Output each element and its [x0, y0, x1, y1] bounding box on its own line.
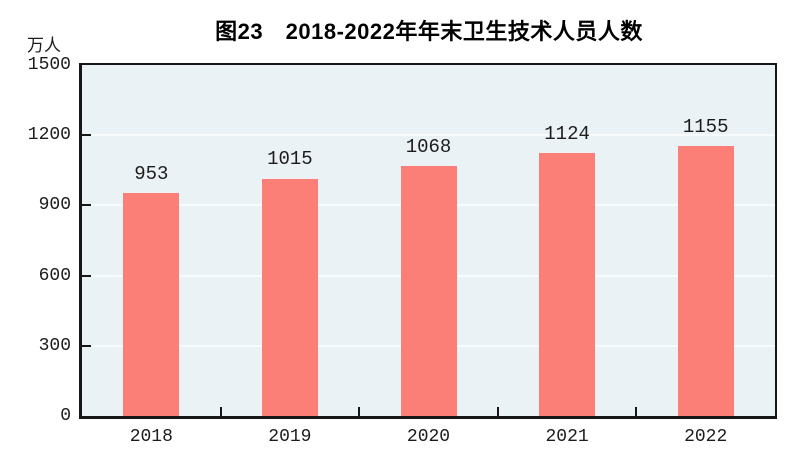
y-axis-tick-label: 1500: [27, 55, 71, 75]
plot-area: 953 1015 1068 1124 1155: [79, 63, 777, 419]
gridline: [82, 134, 775, 137]
bar: [123, 193, 180, 416]
y-axis-tick-label: 1200: [27, 125, 71, 146]
bar: [539, 152, 596, 416]
y-axis-unit-label: 万人: [27, 38, 61, 57]
y-axis-tick: [82, 204, 91, 207]
bar-value-label: 1068: [405, 136, 452, 159]
x-axis-tick-label: 2020: [406, 427, 451, 447]
y-axis-tick: [82, 274, 91, 277]
bar-value-label: 1124: [544, 122, 590, 145]
chart-title: 图23 2018-2022年年末卫生技术人员人数: [215, 19, 643, 44]
y-axis-tick-label: 0: [60, 406, 71, 426]
x-axis-tick: [635, 407, 638, 416]
x-axis-tick: [358, 407, 361, 416]
bar: [677, 145, 734, 416]
bar-value-label: 1155: [682, 115, 729, 138]
bar: [400, 166, 457, 416]
bar: [261, 178, 318, 416]
y-axis-tick-label: 600: [38, 265, 71, 286]
x-axis-tick-label: 2021: [545, 427, 589, 447]
x-axis-tick-label: 2019: [268, 427, 312, 447]
x-axis-tick: [219, 407, 222, 416]
y-axis-tick: [82, 344, 91, 347]
y-axis-tick-label: 300: [38, 335, 71, 356]
bar-value-label: 1015: [267, 148, 313, 171]
y-axis-tick: [82, 134, 91, 137]
bar-value-label: 953: [134, 162, 169, 185]
x-axis-tick-label: 2022: [684, 427, 728, 447]
x-axis-tick-label: 2018: [129, 427, 173, 447]
x-axis-tick: [496, 407, 499, 416]
y-axis-tick-label: 900: [38, 195, 71, 216]
